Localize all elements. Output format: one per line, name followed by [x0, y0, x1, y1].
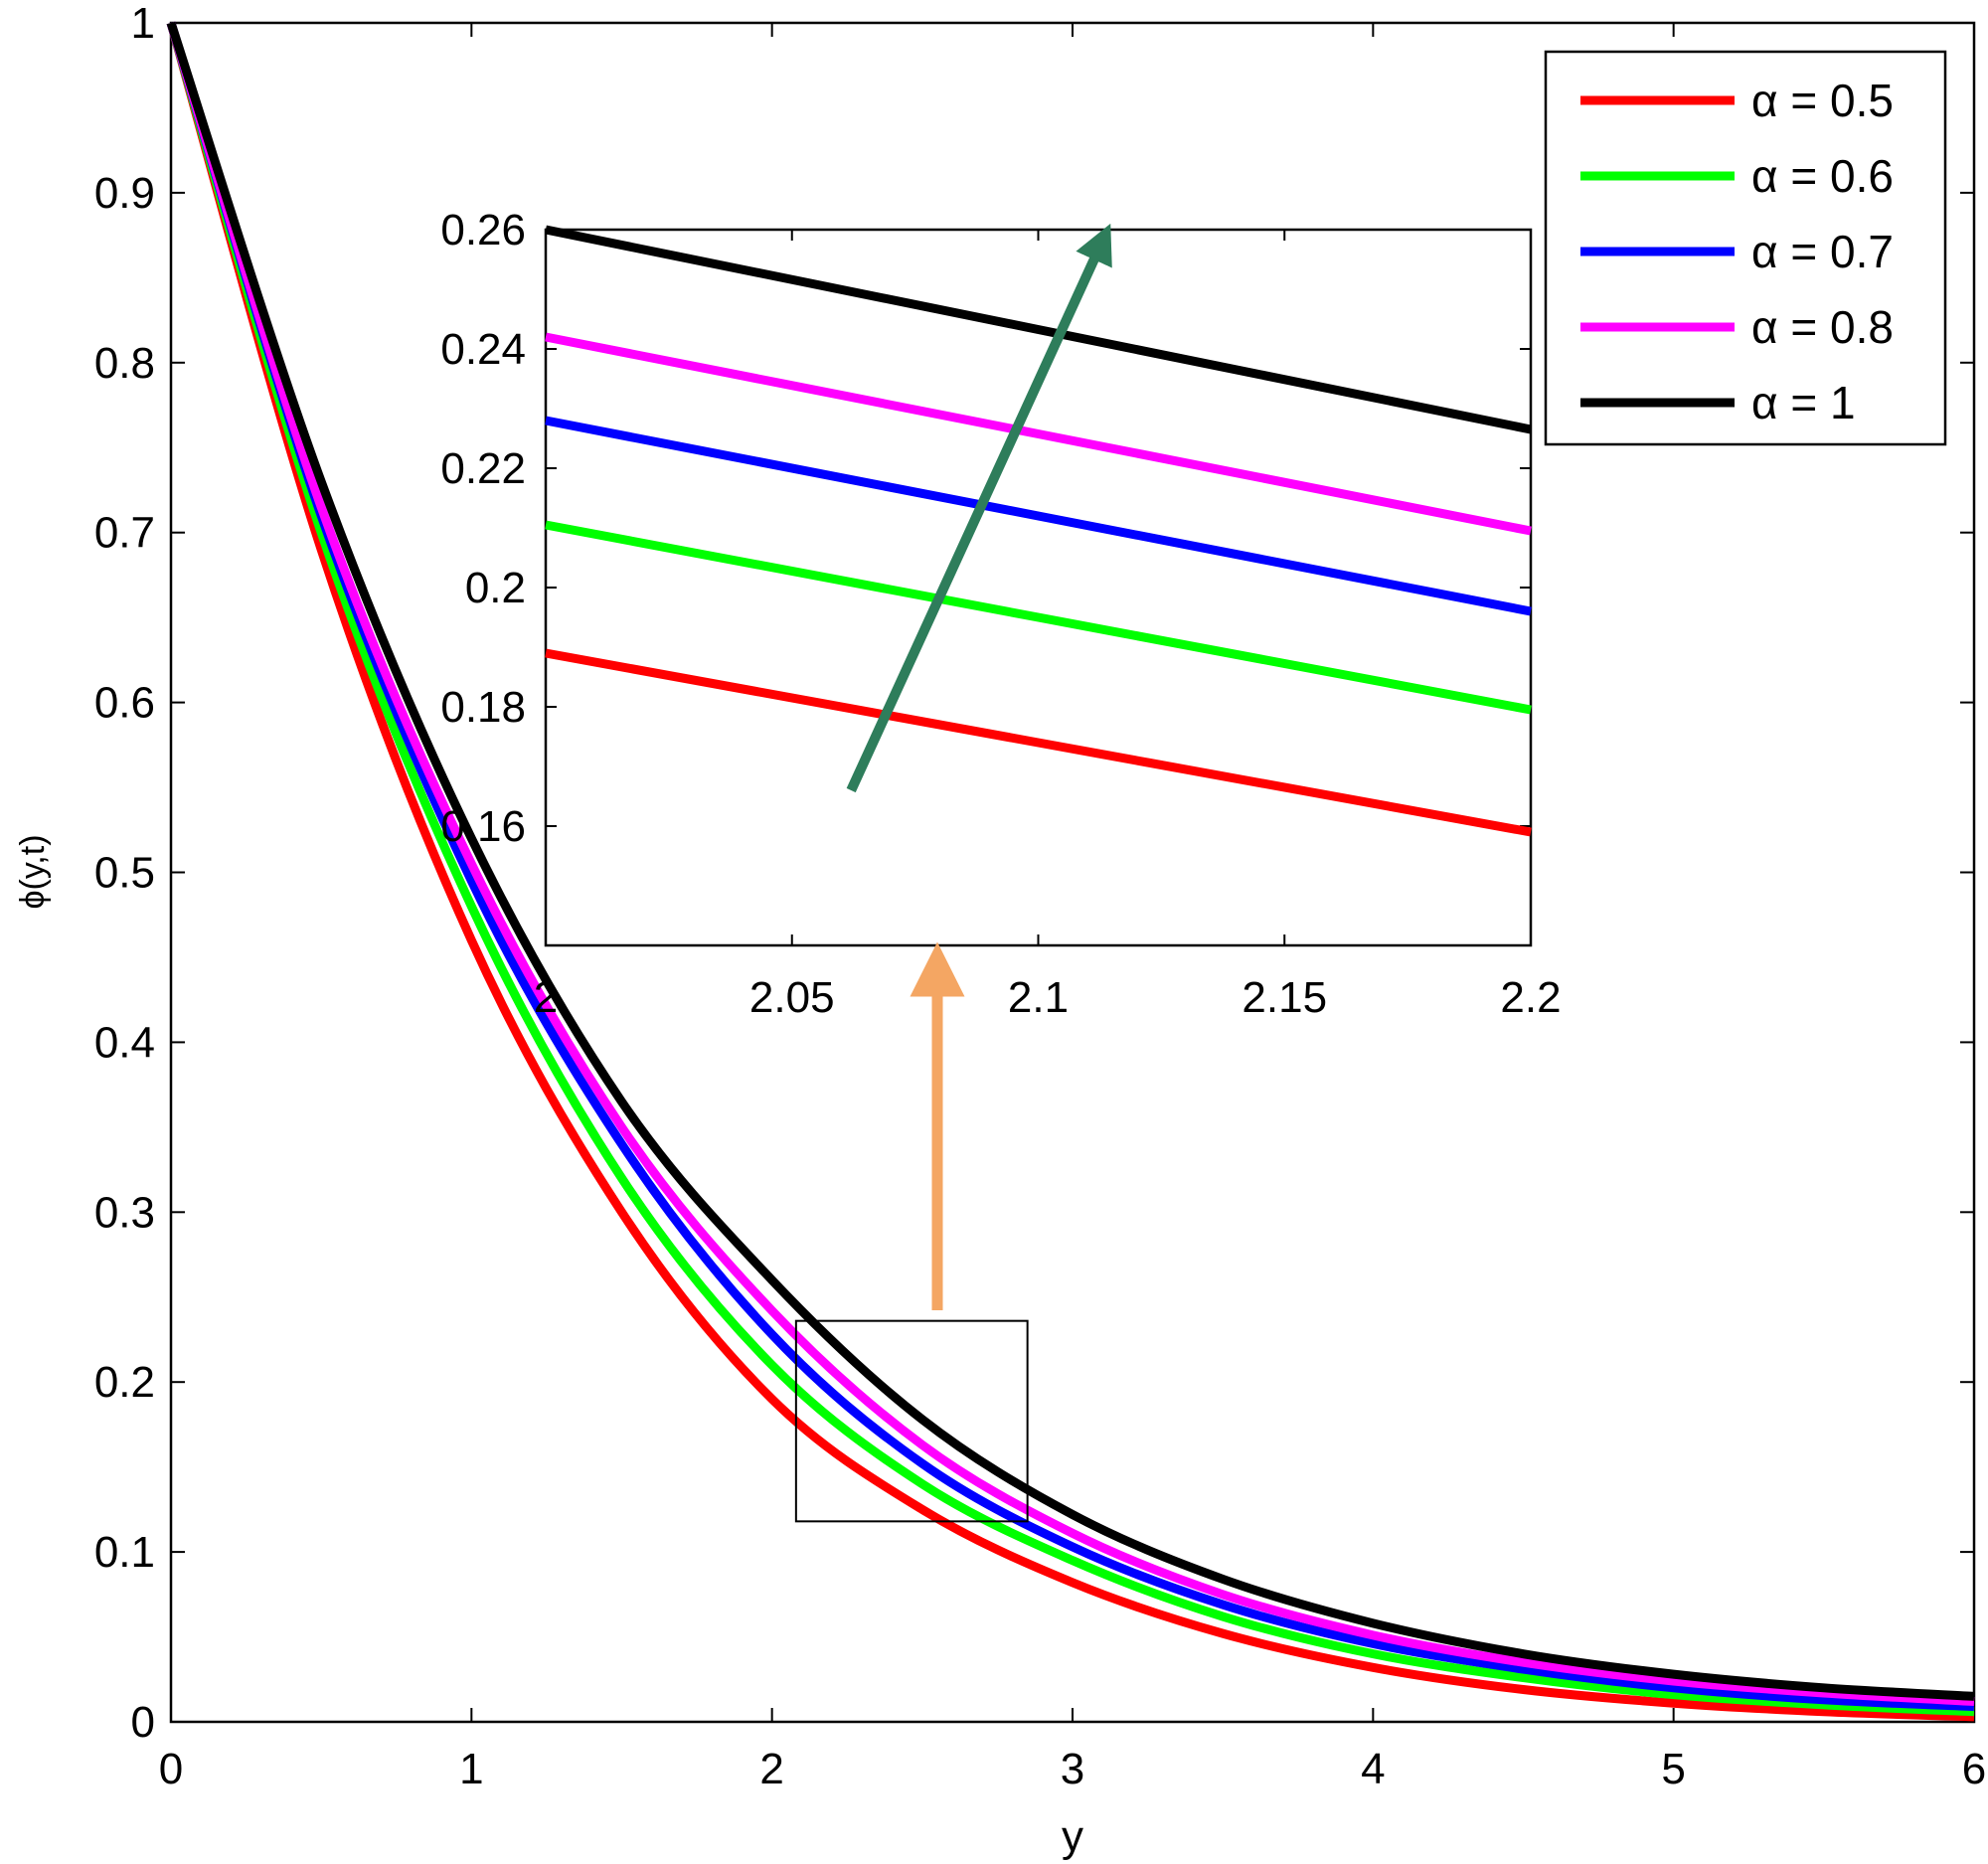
inset-series-line: [545, 416, 1532, 616]
inset-y-tick-label: 0.22: [440, 444, 526, 493]
main-y-ticks: 0 0.1 0.2 0.3 0.4 0.5 0.6 0.7 0.8 0.9 1: [94, 0, 1974, 1747]
inset-y-ticks: 0.16 0.18 0.2 0.22 0.24 0.26: [440, 206, 1531, 851]
y-tick-label: 0.5: [94, 849, 155, 898]
series-line: [166, 21, 1975, 1717]
series-line: [166, 21, 1975, 1722]
x-tick-label: 4: [1361, 1745, 1385, 1793]
inset-series-line: [545, 332, 1532, 536]
legend-label: α = 1: [1751, 377, 1856, 428]
series-line: [166, 21, 1975, 1712]
y-tick-label: 1: [131, 0, 155, 48]
inset-series-line: [545, 520, 1532, 715]
inset-y-tick-label: 0.2: [465, 564, 526, 612]
y-tick-label: 0.9: [94, 169, 155, 218]
x-tick-label: 1: [459, 1745, 483, 1793]
x-tick-label: 3: [1061, 1745, 1084, 1793]
inset-x-tick-label: 2.1: [1008, 973, 1069, 1022]
inset-series-line: [545, 225, 1532, 434]
legend-label: α = 0.7: [1751, 226, 1894, 277]
inset-y-tick-label: 0.24: [440, 325, 526, 374]
y-tick-label: 0: [131, 1698, 155, 1747]
trend-arrow: [846, 223, 1112, 793]
legend-label: α = 0.8: [1751, 301, 1894, 353]
inset-plot: 2 2.05 2.1 2.15 2.2 0.16 0.18 0.2 0.22 0.24 0.26: [440, 206, 1561, 1022]
x-tick-label: 5: [1661, 1745, 1685, 1793]
y-tick-label: 0.8: [94, 339, 155, 388]
main-x-ticks: 0 1 2 3 4 5 6: [159, 23, 1986, 1793]
inset-x-tick-label: 2.05: [749, 973, 835, 1022]
inset-x-tick-label: 2.15: [1242, 973, 1327, 1022]
x-tick-label: 0: [159, 1745, 183, 1793]
x-tick-label: 6: [1962, 1745, 1986, 1793]
main-series-lines: [166, 21, 1975, 1722]
y-tick-label: 0.2: [94, 1358, 155, 1407]
inset-x-tick-label: 2.2: [1500, 973, 1561, 1022]
y-tick-label: 0.1: [94, 1528, 155, 1577]
legend-items: α = 0.5 α = 0.6 α = 0.7 α = 0.8 α = 1: [1580, 75, 1894, 428]
legend: α = 0.5 α = 0.6 α = 0.7 α = 0.8 α = 1: [1544, 50, 1947, 446]
zoom-region-box: [794, 1319, 1029, 1523]
series-line: [166, 21, 1975, 1706]
series-line: [166, 21, 1975, 1701]
x-axis-label: y: [1062, 1812, 1083, 1861]
inset-y-tick-label: 0.18: [440, 683, 526, 732]
inset-axes-frame: [544, 228, 1533, 947]
y-tick-label: 0.4: [94, 1018, 155, 1067]
inset-x-ticks: 2 2.05 2.1 2.15 2.2: [534, 230, 1562, 1022]
y-tick-label: 0.6: [94, 679, 155, 728]
inset-x-tick-label: 2: [534, 973, 558, 1022]
y-tick-label: 0.7: [94, 509, 155, 558]
y-tick-label: 0.3: [94, 1188, 155, 1237]
inset-y-tick-label: 0.16: [440, 802, 526, 851]
inset-series-lines: [545, 225, 1532, 837]
y-axis-label: ϕ(y,t): [14, 834, 52, 909]
x-tick-label: 2: [759, 1745, 783, 1793]
inset-series-line: [545, 648, 1532, 837]
legend-label: α = 0.6: [1751, 150, 1894, 202]
legend-label: α = 0.5: [1751, 75, 1894, 126]
inset-y-tick-label: 0.26: [440, 206, 526, 254]
